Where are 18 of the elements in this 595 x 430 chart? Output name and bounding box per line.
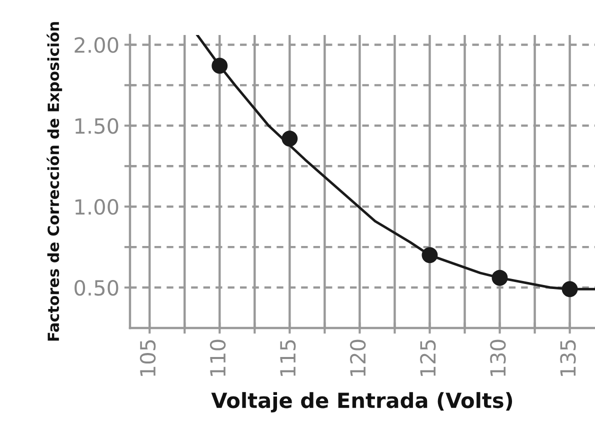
x-tick-label: 130 [490,340,506,376]
x-tick-label: 135 [560,340,576,376]
y-tick-label: 0.50 [74,280,118,296]
point [422,247,438,264]
x-tick-label: 110 [210,340,226,376]
y-axis-title: Factores de Corrección de Exposición [46,22,62,341]
x-tick-label: 105 [140,340,156,376]
point [562,281,578,298]
y-tick-label: 1.00 [75,199,118,215]
point [212,58,228,74]
point [282,130,298,147]
x-tick-label: 125 [420,340,436,376]
point [492,270,508,286]
x-tick-label: 115 [280,340,296,376]
y-tick-label: 1.50 [75,118,118,134]
x-tick-label: 120 [350,340,366,376]
x-axis-title: Voltaje de Entrada (Volts) [211,392,512,412]
y-tick-label: 2.00 [74,37,118,53]
